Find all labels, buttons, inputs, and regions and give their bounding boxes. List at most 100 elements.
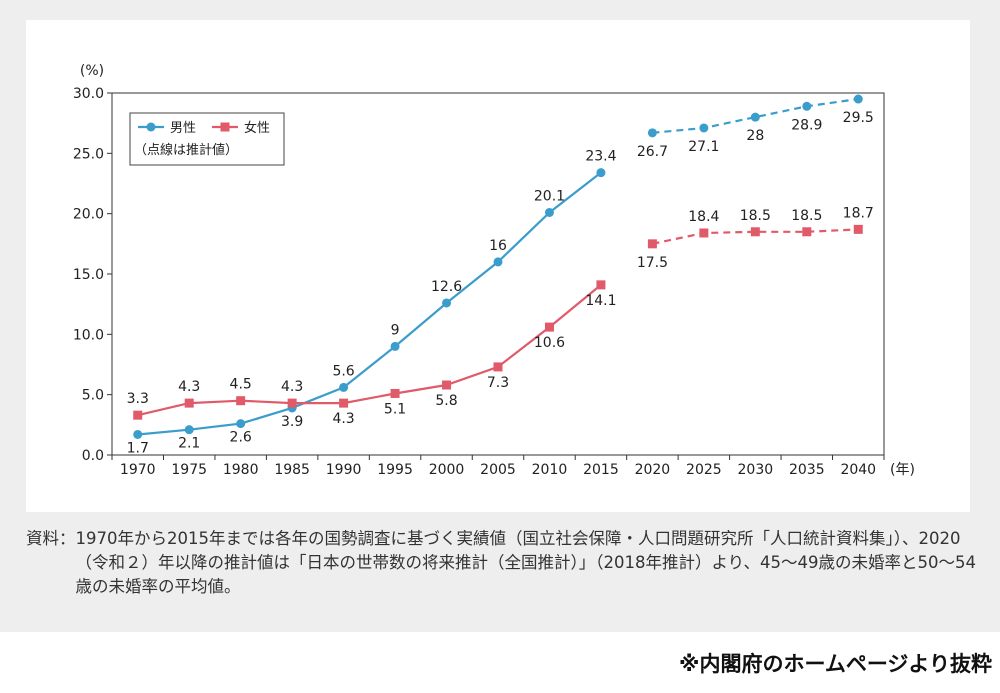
x-tick-label: 1995 — [377, 462, 413, 478]
y-tick-label: 0.0 — [82, 448, 104, 464]
data-label-female: 4.3 — [332, 411, 354, 427]
x-tick-label: 1975 — [171, 462, 207, 478]
source-label: 資料： — [26, 529, 76, 548]
x-tick-label: 1985 — [274, 462, 310, 478]
data-point-male — [853, 94, 863, 104]
legend-label-male: 男性 — [170, 121, 196, 136]
data-point-female — [802, 227, 812, 237]
data-point-female — [287, 398, 297, 408]
data-label-male: 28 — [746, 128, 764, 144]
figure-panel: 0.0 5.0 10.0 15.0 20.0 25.0 30.0 (%) 1970 1975 198… — [0, 0, 1000, 632]
data-label-female: 18.5 — [740, 208, 771, 224]
data-point-female — [184, 398, 194, 408]
data-label-female: 17.5 — [637, 255, 668, 271]
data-point-male — [339, 382, 349, 392]
data-point-female — [493, 362, 503, 372]
legend-marker-male — [146, 122, 156, 132]
x-tick-label: 2015 — [583, 462, 619, 478]
data-point-female — [596, 280, 606, 290]
x-tick-label: 2020 — [635, 462, 671, 478]
y-tick-label: 30.0 — [73, 86, 104, 102]
data-point-male — [802, 101, 812, 111]
data-label-male: 9 — [391, 322, 400, 338]
x-unit-label: (年) — [890, 462, 915, 478]
data-label-female: 4.3 — [281, 379, 303, 395]
data-label-male: 27.1 — [688, 139, 719, 155]
data-point-female — [544, 322, 554, 332]
x-tick-label: 2010 — [532, 462, 568, 478]
chart-card: 0.0 5.0 10.0 15.0 20.0 25.0 30.0 (%) 1970 1975 198… — [26, 20, 970, 512]
data-label-male: 2.1 — [178, 436, 200, 452]
y-tick-label: 5.0 — [82, 388, 104, 404]
data-point-male — [184, 425, 194, 435]
legend-marker-female — [220, 122, 230, 132]
y-tick-label: 20.0 — [73, 207, 104, 223]
x-tick-label: 2040 — [840, 462, 876, 478]
y-tick-label: 15.0 — [73, 267, 104, 283]
data-point-male — [442, 298, 452, 308]
data-point-female — [750, 227, 760, 237]
data-label-male: 1.7 — [127, 440, 149, 456]
data-label-female: 18.4 — [688, 209, 719, 225]
x-tick-label: 1970 — [120, 462, 156, 478]
data-label-male: 26.7 — [637, 144, 668, 160]
source-text: 1970年から2015年までは各年の国勢調査に基づく実績値（国立社会保障・人口問… — [75, 529, 976, 596]
data-point-male — [236, 419, 246, 429]
data-point-female — [699, 228, 709, 238]
data-label-male: 23.4 — [585, 149, 616, 165]
data-label-female: 10.6 — [534, 335, 565, 351]
data-label-male: 29.5 — [843, 110, 874, 126]
x-tick-label: 2000 — [429, 462, 465, 478]
series-line-female-projected — [652, 228, 859, 245]
line-chart: 0.0 5.0 10.0 15.0 20.0 25.0 30.0 (%) 1970 1975 198… — [73, 63, 915, 478]
data-label-female: 18.5 — [791, 208, 822, 224]
data-label-male: 5.6 — [332, 363, 354, 379]
data-point-female — [133, 410, 143, 420]
series-line-male-projected — [652, 97, 859, 134]
legend-box — [129, 112, 285, 166]
data-label-female: 14.1 — [585, 293, 616, 309]
data-point-male — [544, 207, 554, 217]
data-label-female: 18.7 — [843, 205, 874, 221]
data-point-male — [699, 123, 709, 133]
data-point-female — [390, 388, 400, 398]
data-label-male: 2.6 — [230, 430, 252, 446]
y-tick-label: 25.0 — [73, 146, 104, 162]
data-label-male: 12.6 — [431, 279, 462, 295]
y-unit-label: (%) — [80, 63, 104, 79]
data-point-female — [647, 239, 657, 249]
x-tick-label: 2035 — [789, 462, 825, 478]
x-tick-label: 1980 — [223, 462, 259, 478]
legend-label-female: 女性 — [244, 120, 270, 136]
series-line-female-actual — [137, 284, 602, 417]
data-point-male — [133, 429, 143, 439]
data-point-male — [647, 128, 657, 138]
source-note: 資料： 1970年から2015年までは各年の国勢調査に基づく実績値（国立社会保障… — [26, 527, 976, 599]
data-label-female: 3.3 — [127, 391, 149, 407]
data-label-female: 7.3 — [487, 375, 509, 391]
legend-note: （点線は推計値） — [134, 142, 238, 158]
data-point-female — [853, 224, 863, 234]
data-point-male — [493, 257, 503, 267]
data-label-male: 16 — [489, 238, 507, 254]
data-point-male — [390, 341, 400, 351]
data-point-male — [750, 112, 760, 122]
data-point-female — [442, 380, 452, 390]
x-tick-label: 2005 — [480, 462, 516, 478]
data-point-female — [339, 398, 349, 408]
data-label-female: 4.5 — [230, 377, 252, 393]
data-label-male: 28.9 — [791, 117, 822, 133]
data-label-male: 20.1 — [534, 188, 565, 204]
x-tick-label: 1990 — [326, 462, 362, 478]
data-point-female — [236, 396, 246, 406]
x-tick-label: 2025 — [686, 462, 722, 478]
data-label-male: 3.9 — [281, 414, 303, 430]
data-label-female: 5.1 — [384, 401, 406, 417]
attribution-note: ※内閣府のホームページより抜粋 — [679, 652, 992, 676]
data-label-female: 4.3 — [178, 379, 200, 395]
data-point-male — [596, 168, 606, 178]
data-label-female: 5.8 — [435, 393, 457, 409]
series-line-male-actual — [137, 171, 602, 436]
x-tick-label: 2030 — [738, 462, 774, 478]
y-tick-label: 10.0 — [73, 327, 104, 343]
